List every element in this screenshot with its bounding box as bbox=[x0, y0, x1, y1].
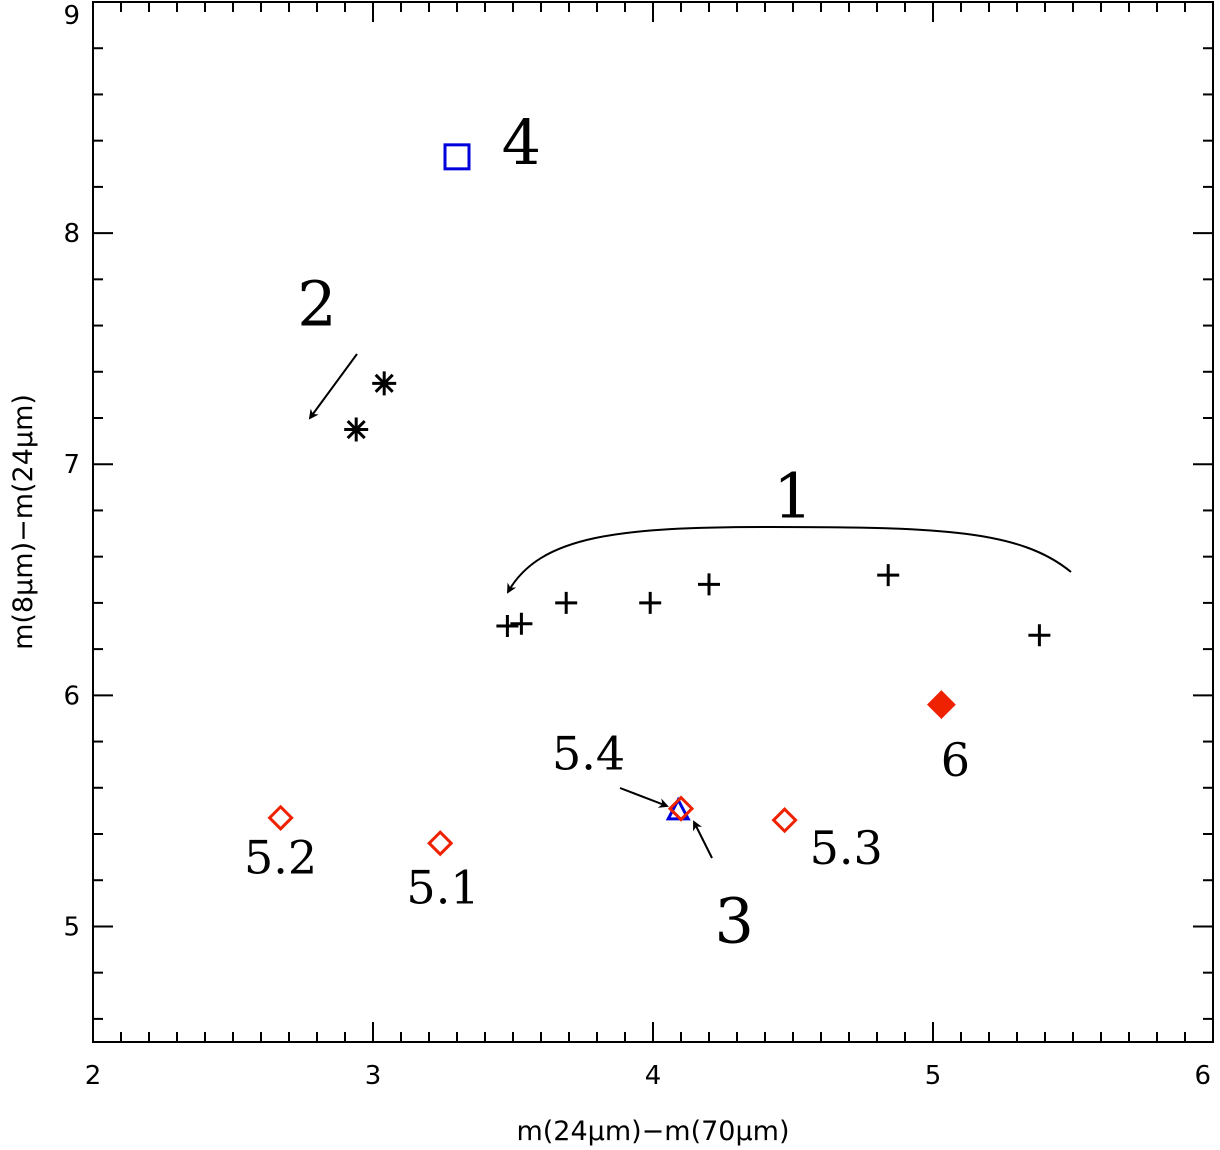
annotation-label: 6 bbox=[941, 733, 970, 787]
asterisk-point bbox=[344, 417, 369, 442]
plus-point bbox=[496, 615, 519, 637]
point-5-4-arrow bbox=[619, 787, 669, 808]
filled-diamond-point bbox=[926, 690, 956, 719]
x-tick-label: 4 bbox=[645, 1061, 662, 1091]
point-3-arrow bbox=[693, 820, 713, 859]
annotation-label: 3 bbox=[714, 885, 753, 958]
annotation-label: 1 bbox=[773, 459, 812, 532]
annotations: 1 2 3 4 5.1 5.2 5.3 5.4 6 bbox=[244, 106, 970, 958]
annotation-label: 5.4 bbox=[552, 726, 625, 780]
x-tick-label: 6 bbox=[1194, 1061, 1211, 1091]
annotation-arrows bbox=[308, 353, 1072, 859]
group-2-arrow bbox=[308, 353, 358, 420]
annotation-label: 5.1 bbox=[406, 860, 479, 914]
asterisk-point bbox=[372, 371, 397, 396]
plus-point bbox=[639, 591, 662, 614]
axis-ticks bbox=[92, 1, 1214, 1042]
plus-point bbox=[698, 573, 720, 596]
y-axis-label: m(8μm)−m(24μm) bbox=[8, 394, 39, 650]
square-point bbox=[443, 143, 471, 171]
diamond-point bbox=[771, 807, 798, 834]
annotation-label: 5.2 bbox=[244, 830, 317, 884]
y-tick-label: 5 bbox=[63, 912, 80, 942]
data-points bbox=[267, 143, 1051, 857]
plus-point bbox=[510, 612, 533, 635]
y-tick-label: 6 bbox=[63, 681, 80, 711]
annotation-label: 2 bbox=[297, 268, 336, 341]
plus-point bbox=[555, 591, 578, 614]
x-tick-label: 5 bbox=[925, 1061, 942, 1091]
plus-point bbox=[877, 564, 900, 587]
diamond-point bbox=[427, 830, 454, 857]
x-axis-label: m(24μm)−m(70μm) bbox=[516, 1116, 789, 1147]
diamond-point bbox=[267, 804, 294, 831]
x-tick-label: 3 bbox=[365, 1061, 382, 1091]
annotation-label: 5.3 bbox=[810, 821, 883, 875]
diamond-point bbox=[667, 795, 695, 822]
y-tick-label: 9 bbox=[63, 1, 80, 31]
y-tick-label: 8 bbox=[63, 219, 80, 249]
annotation-label: 4 bbox=[502, 106, 541, 179]
plus-point bbox=[1028, 624, 1051, 647]
group-1-arrow bbox=[507, 525, 1072, 594]
tick-labels: 2 3 4 5 6 5 6 7 8 9 bbox=[63, 1, 1211, 1091]
y-tick-label: 7 bbox=[63, 450, 80, 480]
plot-frame bbox=[92, 1, 1214, 1043]
x-tick-label: 2 bbox=[85, 1061, 102, 1091]
